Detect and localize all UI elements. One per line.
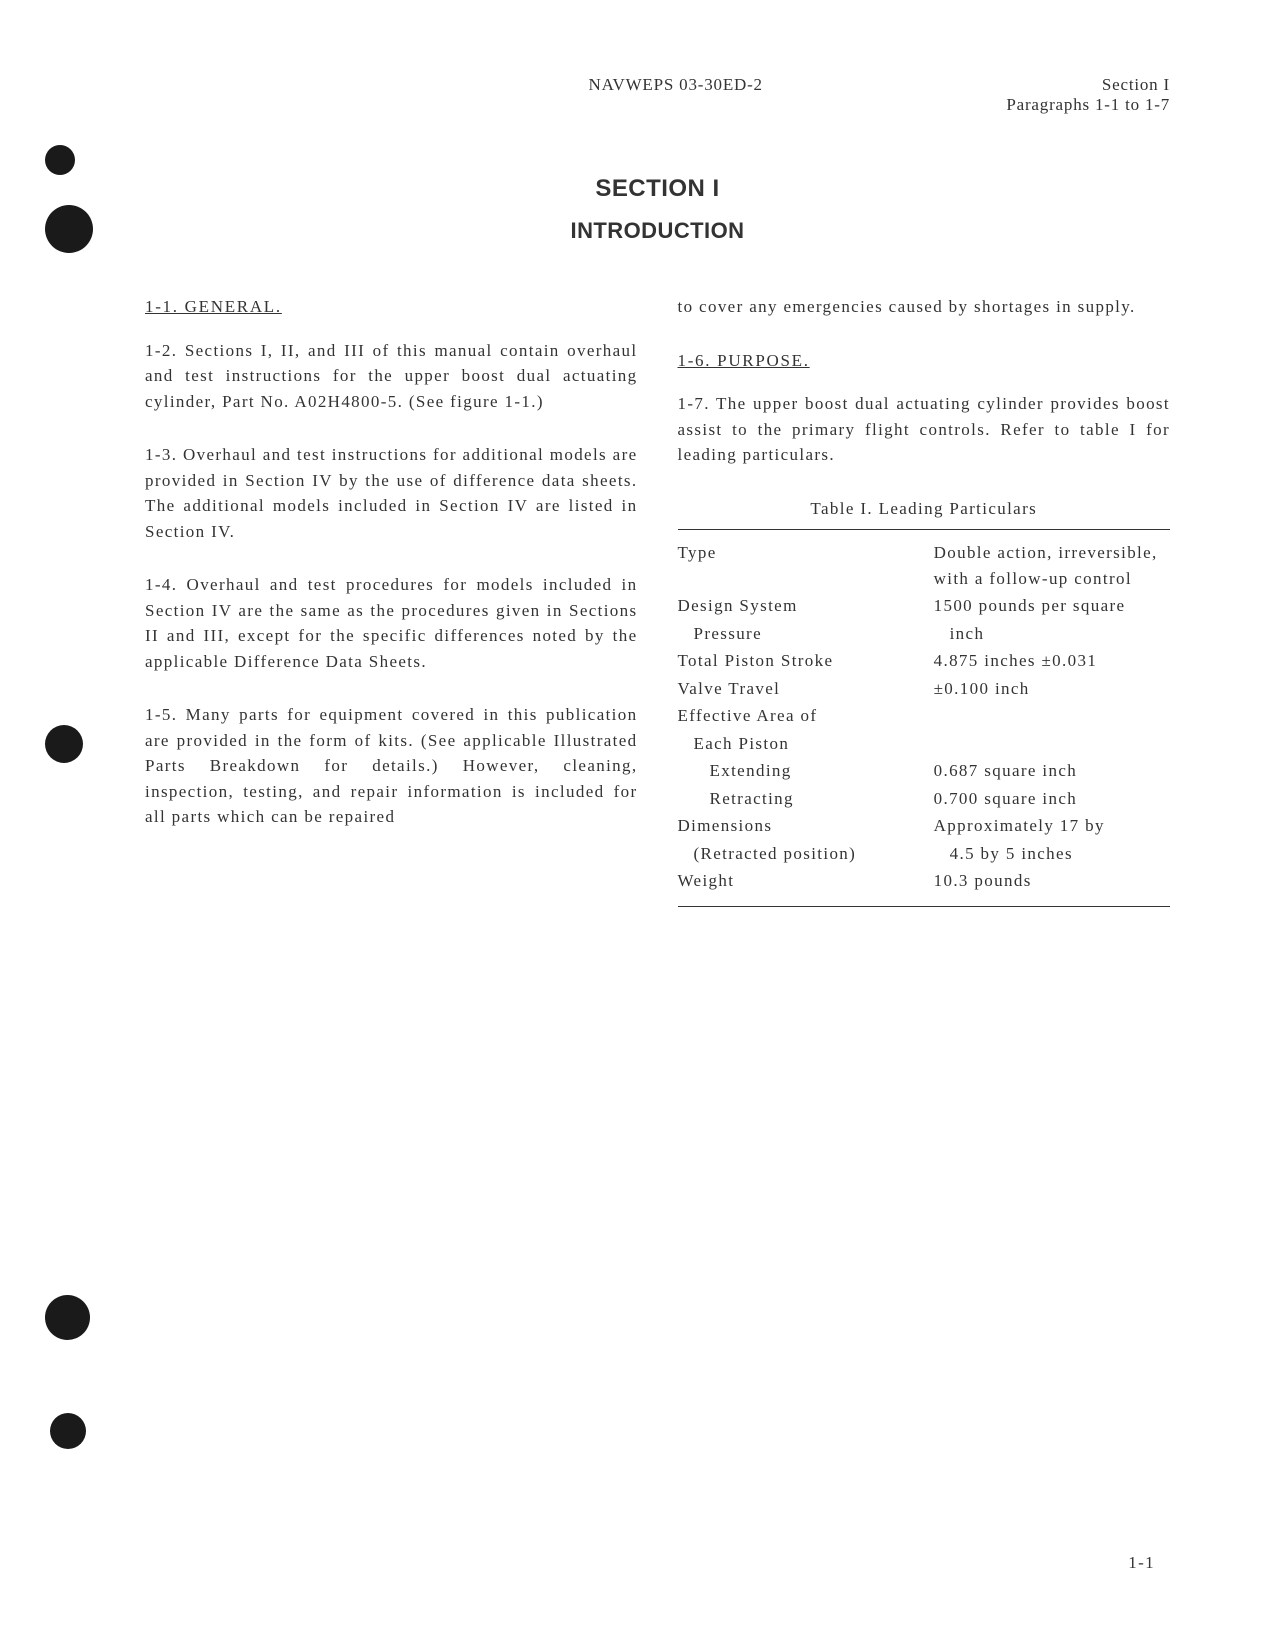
table-row: Valve Travel±0.100 inch	[678, 676, 1171, 702]
section-title: SECTION I	[145, 175, 1170, 203]
table-label: Effective Area of	[678, 703, 934, 729]
table-label: Extending	[678, 758, 934, 784]
page-number: 1-1	[1128, 1553, 1155, 1573]
table-value: 0.700 square inch	[934, 786, 1170, 812]
table-value	[934, 703, 1170, 729]
table-wrapper: TypeDouble action, irreversible, with a …	[678, 529, 1171, 907]
paragraph-range: Paragraphs 1-1 to 1-7	[1006, 95, 1170, 115]
paragraph-1-4: 1-4. Overhaul and test procedures for mo…	[145, 572, 638, 674]
table-row: Pressureinch	[678, 621, 1171, 647]
table-value	[934, 731, 1170, 757]
paragraph-1-2: 1-2. Sections I, II, and III of this man…	[145, 338, 638, 415]
table-value: 1500 pounds per square	[934, 593, 1170, 619]
paragraph-1-5-continued: to cover any emergencies caused by short…	[678, 294, 1171, 320]
table-label: Valve Travel	[678, 676, 934, 702]
header-right: Section I Paragraphs 1-1 to 1-7	[1006, 75, 1170, 115]
table-label: (Retracted position)	[678, 841, 934, 867]
punch-hole	[45, 205, 93, 253]
paragraph-1-7: 1-7. The upper boost dual actuating cyli…	[678, 391, 1171, 468]
table-label: Retracting	[678, 786, 934, 812]
table-label: Design System	[678, 593, 934, 619]
table-row: (Retracted position)4.5 by 5 inches	[678, 841, 1171, 867]
table-row: Total Piston Stroke4.875 inches ±0.031	[678, 648, 1171, 674]
paragraph-1-3: 1-3. Overhaul and test instructions for …	[145, 442, 638, 544]
table-value: 0.687 square inch	[934, 758, 1170, 784]
table-label: Pressure	[678, 621, 934, 647]
table-row: Retracting0.700 square inch	[678, 786, 1171, 812]
content-columns: 1-1. GENERAL. 1-2. Sections I, II, and I…	[145, 294, 1170, 907]
table-label: Total Piston Stroke	[678, 648, 934, 674]
table-value: 4.5 by 5 inches	[934, 841, 1170, 867]
punch-hole	[45, 1295, 90, 1340]
table-value: Double action, irreversible, with a foll…	[934, 540, 1170, 591]
table-row: Extending0.687 square inch	[678, 758, 1171, 784]
punch-hole	[45, 725, 83, 763]
paragraph-1-5: 1-5. Many parts for equipment covered in…	[145, 702, 638, 830]
heading-general: 1-1. GENERAL.	[145, 294, 638, 320]
heading-purpose: 1-6. PURPOSE.	[678, 348, 1171, 374]
table-caption: Table I. Leading Particulars	[678, 496, 1171, 522]
table-value: Approximately 17 by	[934, 813, 1170, 839]
title-section: SECTION I INTRODUCTION	[145, 175, 1170, 244]
section-subtitle: INTRODUCTION	[145, 218, 1170, 244]
table-row: DimensionsApproximately 17 by	[678, 813, 1171, 839]
table-row: Design System1500 pounds per square	[678, 593, 1171, 619]
table-row: Effective Area of	[678, 703, 1171, 729]
table-value: inch	[934, 621, 1170, 647]
leading-particulars-table: TypeDouble action, irreversible, with a …	[678, 530, 1171, 906]
page-header: NAVWEPS 03-30ED-2 Section I Paragraphs 1…	[145, 75, 1170, 115]
table-row: Each Piston	[678, 731, 1171, 757]
table-label: Each Piston	[678, 731, 934, 757]
table-label: Type	[678, 540, 934, 591]
document-id: NAVWEPS 03-30ED-2	[145, 75, 1006, 115]
table-row: Weight10.3 pounds	[678, 868, 1171, 894]
table-label: Weight	[678, 868, 934, 894]
table-value: ±0.100 inch	[934, 676, 1170, 702]
table-value: 10.3 pounds	[934, 868, 1170, 894]
punch-hole	[50, 1413, 86, 1449]
table-value: 4.875 inches ±0.031	[934, 648, 1170, 674]
section-label: Section I	[1006, 75, 1170, 95]
table-row: TypeDouble action, irreversible, with a …	[678, 540, 1171, 591]
table-label: Dimensions	[678, 813, 934, 839]
right-column: to cover any emergencies caused by short…	[678, 294, 1171, 907]
punch-hole	[45, 145, 75, 175]
left-column: 1-1. GENERAL. 1-2. Sections I, II, and I…	[145, 294, 638, 907]
